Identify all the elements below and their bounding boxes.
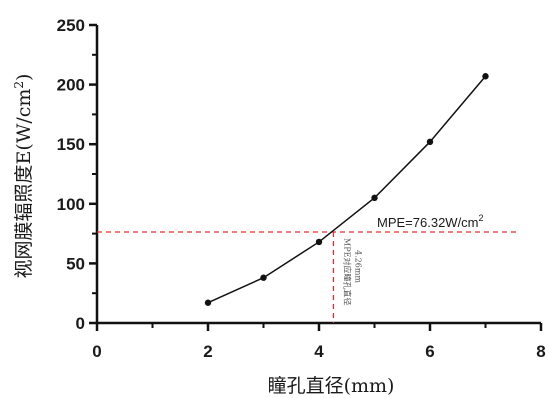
mpe-pupil-annotation: MPE对应瞳孔直径: [342, 238, 352, 305]
series-layer: [204, 73, 489, 306]
x-tick-label: 6: [425, 342, 434, 361]
data-point: [204, 299, 212, 306]
x-tick-label: 8: [536, 342, 545, 361]
x-tick-label: 2: [203, 342, 212, 361]
y-tick-label: 250: [57, 16, 85, 35]
y-tick-label: 50: [66, 254, 85, 273]
data-point: [482, 73, 489, 80]
data-point: [371, 194, 378, 202]
y-tick-label: 100: [57, 195, 85, 214]
data-point: [260, 274, 267, 281]
mpe-reference-lines: [97, 231, 520, 323]
y-tick-label: 200: [57, 76, 85, 95]
mpe-label: MPE=76.32W/cm2: [377, 213, 484, 230]
labels-layer: 0 2 4 6 8 0 50 100 150 200 250 MPE=76.32W/cm2 MPE对应瞳…: [12, 16, 546, 397]
x-tick-label: 0: [92, 342, 101, 361]
y-tick-label: 0: [76, 314, 85, 333]
series-line: [207, 75, 487, 304]
x-axis-title: 瞳孔直径(mm): [268, 375, 395, 397]
data-point: [426, 138, 434, 146]
y-tick-label: 150: [57, 135, 85, 154]
axes: [89, 23, 543, 331]
y-axis-title: 视网膜辐照度E(W/cm2): [12, 74, 35, 279]
data-point: [315, 238, 323, 246]
mpe-pupil-value: 4.26mm: [353, 250, 362, 283]
x-tick-label: 4: [314, 342, 324, 361]
